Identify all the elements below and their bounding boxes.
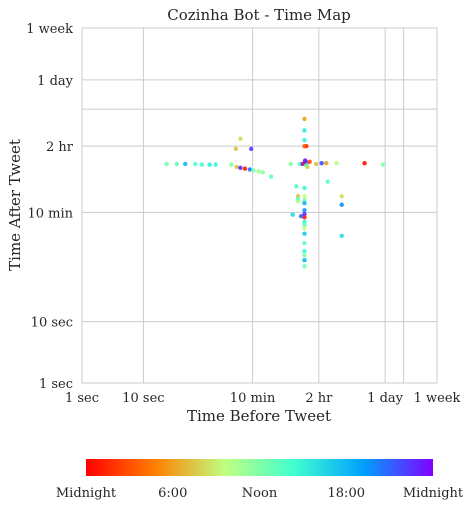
colorbar-tick-label: Midnight [403,486,464,501]
scatter-point [302,226,307,231]
scatter-point [302,138,307,143]
scatter-point [302,116,307,122]
scatter-point [238,136,243,141]
scatter-point [247,167,252,172]
scatter-point [268,174,274,179]
scatter-point [249,146,254,152]
colorbar-tick-label: Noon [242,486,278,501]
scatter-point [339,202,344,207]
scatter-point [302,200,307,206]
scatter-point [302,215,307,220]
scatter-point [207,162,212,167]
scatter-point [339,194,344,199]
scatter-point [319,160,324,166]
scatter-point [238,165,243,170]
scatter-point [229,162,234,167]
colorbar-tick-labels: Midnight 6:00 Noon 18:00 Midnight [56,486,464,501]
scatter-point [256,169,261,174]
scatter-point [295,196,301,201]
scatter-point [298,214,304,219]
plot-area [81,27,438,384]
y-tick-label: 2 hr [46,140,74,155]
scatter-point [324,160,329,166]
y-tick-label: 1 sec [39,377,73,392]
scatter-point [234,164,239,170]
y-tick-label: 1 week [26,22,73,37]
x-tick-label: 1 day [367,391,403,406]
x-tick-label: 1 week [414,391,461,406]
scatter-point [302,212,307,217]
scatter-point [242,166,248,171]
scatter-point [164,161,169,167]
scatter-point [302,263,307,269]
x-axis-label: Time Before Tweet [187,407,331,425]
scatter-point [302,158,308,163]
scatter-point [302,208,307,213]
scatter-point [302,257,307,263]
gridlines [81,27,438,384]
scatter-point [302,222,307,227]
scatter-point [302,249,307,254]
scatter-point [334,160,339,166]
y-axis-label: Time After Tweet [6,139,24,271]
scatter-point [302,128,307,133]
scatter-point [307,159,312,165]
colorbar-tick-label: 18:00 [328,486,365,501]
scatter-point [199,162,205,167]
y-tick-labels: 1 sec 10 sec 10 min 2 hr 1 day 1 week [26,22,74,392]
x-tick-label: 10 sec [122,391,164,406]
scatter-point [325,179,330,184]
x-tick-label: 2 hr [305,391,333,406]
scatter-point [233,146,239,152]
scatter-point [302,231,307,236]
scatter-point [294,184,299,189]
scatter-point [193,161,198,167]
colorbar [86,459,433,476]
x-tick-labels: 1 sec 10 sec 10 min 2 hr 1 day 1 week [65,391,461,406]
y-tick-label: 1 day [37,74,73,89]
scatter-point [305,164,310,170]
scatter-point [213,162,218,167]
scatter-point [302,240,307,246]
scatter-point [302,253,307,258]
scatter-point [380,162,386,167]
scatter-point [183,161,188,167]
y-tick-label: 10 sec [31,316,73,331]
scatter-point [251,168,256,173]
scatter-point [288,161,293,167]
x-tick-label: 1 sec [65,391,99,406]
scatter-point [302,143,307,149]
scatter-point [290,212,295,217]
scatter-points [164,116,386,269]
scatter-point [313,161,319,167]
scatter-point [302,194,307,199]
scatter-point [362,160,367,166]
y-tick-label: 10 min [27,206,73,221]
chart-title: Cozinha Bot - Time Map [167,6,351,24]
scatter-point [302,185,307,191]
colorbar-tick-label: Midnight [56,486,117,501]
scatter-point [260,170,265,175]
x-tick-label: 10 min [230,391,276,406]
scatter-point [339,233,344,238]
scatter-point [174,161,180,167]
colorbar-tick-label: 6:00 [158,486,187,501]
